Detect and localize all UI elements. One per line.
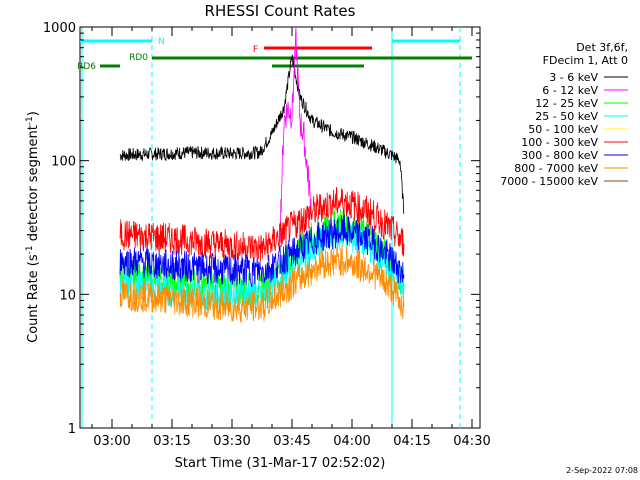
legend-entry: 7000 - 15000 keV [500, 175, 628, 188]
legend-entry: 800 - 7000 keV [514, 162, 628, 175]
legend-label: 3 - 6 keV [549, 71, 598, 84]
x-tick-label: 04:30 [453, 434, 490, 449]
footer-timestamp: 2-Sep-2022 07:08 [566, 466, 638, 475]
x-tick-label: 03:30 [213, 434, 250, 449]
legend-label: 7000 - 15000 keV [500, 175, 598, 188]
y-tick-label: 1000 [43, 21, 76, 36]
legend-entry: 6 - 12 keV [542, 84, 628, 97]
plot-frame [79, 26, 481, 429]
x-axis: 03:00 03:15 03:30 03:45 04:00 04:15 04:30 [91, 27, 491, 449]
plot-area: N F RD0 RD6 [77, 26, 481, 429]
series-line-1 [279, 26, 313, 243]
y-tick-label: 100 [51, 155, 76, 170]
x-tick-label: 03:45 [273, 434, 310, 449]
legend-label: 25 - 50 keV [535, 110, 598, 123]
x-tick-label: 04:15 [393, 434, 430, 449]
x-tick-label: 04:00 [333, 434, 370, 449]
chart-title: RHESSI Count Rates [205, 2, 356, 20]
y-tick-label: 1 [68, 422, 76, 437]
legend-entry: 100 - 300 keV [521, 136, 628, 149]
legend-label: 300 - 800 keV [521, 149, 598, 162]
x-tick-label: 03:15 [153, 434, 190, 449]
legend-label: 50 - 100 keV [528, 123, 598, 136]
series-line-7 [119, 245, 405, 323]
y-axis: 1 10 100 1000 [43, 21, 480, 437]
legend-label: 800 - 7000 keV [514, 162, 598, 175]
legend-header-line2: FDecim 1, Att 0 [543, 54, 628, 67]
legend-entry: 25 - 50 keV [535, 110, 628, 123]
legend-entry: 3 - 6 keV [549, 71, 628, 84]
series-line-0 [119, 54, 405, 215]
x-tick-label: 03:00 [93, 434, 130, 449]
legend-label: 6 - 12 keV [542, 84, 598, 97]
legend-entry: 12 - 25 keV [535, 97, 628, 110]
x-axis-label: Start Time (31-Mar-17 02:52:02) [175, 456, 386, 471]
annotation-label-rd6: RD6 [77, 62, 96, 72]
series-line-6 [119, 214, 405, 288]
y-axis-label: Count Rate (s-1 detector segment-1) [25, 111, 41, 343]
legend-entry: 50 - 100 keV [528, 123, 628, 136]
legend-label: 12 - 25 keV [535, 97, 598, 110]
annotation-label-rd0: RD0 [129, 53, 148, 63]
annotation-label-f: F [253, 45, 258, 55]
series-line-5 [119, 187, 405, 263]
legend-header-line1: Det 3f,6f, [576, 41, 628, 54]
y-tick-label: 10 [59, 288, 76, 303]
legend-entry: 300 - 800 keV [521, 149, 628, 162]
annotation-label-n: N [158, 37, 165, 47]
legend-label: 100 - 300 keV [521, 136, 598, 149]
